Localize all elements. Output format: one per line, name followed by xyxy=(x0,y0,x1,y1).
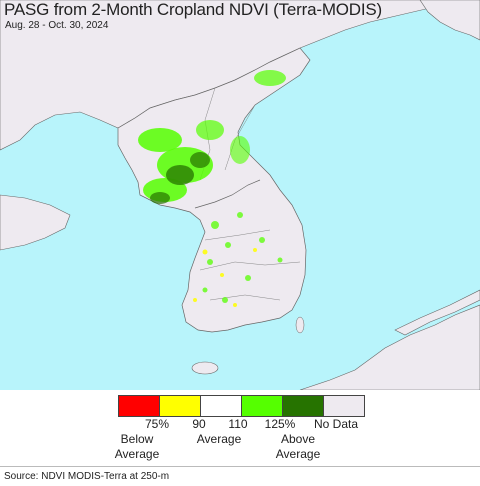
map-area: PASG from 2-Month Cropland NDVI (Terra-M… xyxy=(0,0,480,390)
swatch-below-75 xyxy=(119,396,160,416)
dmz-border xyxy=(194,179,261,209)
land-shandong xyxy=(0,194,71,251)
swatch-90-110 xyxy=(201,396,242,416)
tick-110: 110 xyxy=(228,417,248,431)
land-tsushima xyxy=(295,316,305,334)
date-range: Aug. 28 - Oct. 30, 2024 xyxy=(5,20,109,31)
land-korean-peninsula xyxy=(117,47,311,333)
label-average: Average xyxy=(197,432,241,447)
tick-125: 125% xyxy=(264,417,296,431)
land-russia xyxy=(419,0,480,41)
tick-90: 90 xyxy=(192,417,206,431)
label-below-line1: Below xyxy=(120,432,154,446)
land-jeju xyxy=(191,361,219,375)
korea-map xyxy=(0,0,480,390)
source-text: Source: NDVI MODIS-Terra at 250-m xyxy=(4,471,170,482)
label-above-line2: Average xyxy=(275,447,321,461)
land-japan-west xyxy=(394,289,480,336)
label-average-line: Average xyxy=(196,432,242,446)
ndvi-above-average-south xyxy=(202,212,283,303)
swatch-no-data xyxy=(324,396,364,416)
label-above-average: Above Average xyxy=(276,432,320,462)
swatch-110-125 xyxy=(242,396,283,416)
swatch-75-90 xyxy=(160,396,201,416)
footer: Source: NDVI MODIS-Terra at 250-m xyxy=(0,466,480,486)
legend-color-bar xyxy=(118,395,365,417)
tick-75: 75% xyxy=(144,417,170,431)
ndvi-much-above-average-north xyxy=(150,152,210,204)
label-below-average: Below Average xyxy=(115,432,159,462)
label-above-line1: Above xyxy=(280,432,316,446)
land-japan xyxy=(299,304,480,390)
legend: 75% 90 110 125% Below Average Average Ab… xyxy=(0,390,480,462)
label-below-line2: Average xyxy=(114,447,160,461)
swatch-above-125 xyxy=(283,396,324,416)
ndvi-below-average-south xyxy=(193,248,257,307)
map-title: PASG from 2-Month Cropland NDVI (Terra-M… xyxy=(4,0,382,19)
label-no-data: No Data xyxy=(313,417,359,431)
